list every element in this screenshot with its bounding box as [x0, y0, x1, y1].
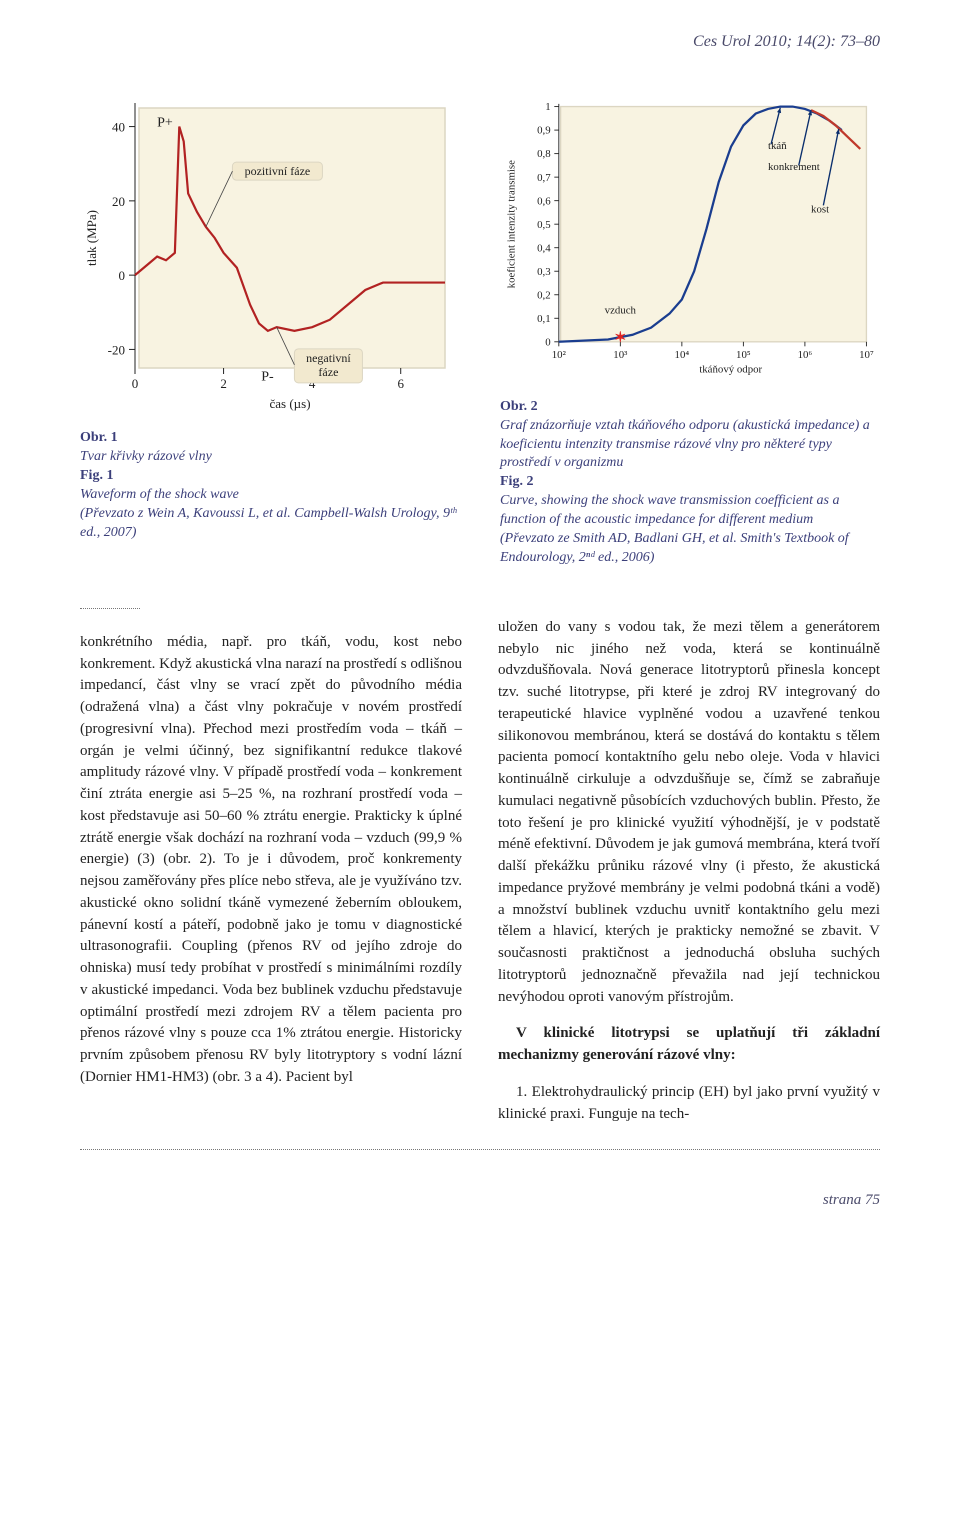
svg-text:0: 0 [119, 268, 126, 283]
svg-text:čas (µs): čas (µs) [269, 396, 310, 411]
figure-2-chart: 0 0,1 0,2 0,3 0,4 0,5 0,6 0,7 0,8 0,9 1 10² 10³ 10⁴ 10… [500, 93, 880, 392]
svg-text:0,2: 0,2 [537, 290, 551, 302]
svg-text:0,6: 0,6 [537, 195, 551, 207]
svg-text:✶: ✶ [614, 330, 626, 346]
fig1-title-en: Waveform of the shock wave [80, 486, 460, 505]
figure-2-caption: Obr. 2 Graf znázorňuje vztah tkáňového o… [500, 398, 880, 568]
body-columns: konkrétního média, např. pro tkáň, vodu,… [80, 617, 880, 1126]
fig1-credit: (Převzato z Wein A, Kavoussi L, et al. C… [80, 505, 460, 543]
svg-text:tkáň: tkáň [768, 140, 787, 152]
svg-text:0,4: 0,4 [537, 243, 551, 255]
body-lead-bold: V klinické litotrypsi se uplatňují tři z… [498, 1025, 880, 1063]
page-number: strana 75 [80, 1190, 880, 1212]
fig1-title-cz: Tvar křivky rázové vlny [80, 448, 460, 467]
figure-1: -20020400246tlak (MPa)čas (µs)P+P-poziti… [80, 93, 460, 542]
svg-text:0,7: 0,7 [537, 172, 551, 184]
svg-text:0,8: 0,8 [537, 148, 551, 160]
footer-separator [80, 1149, 880, 1150]
svg-text:P+: P+ [157, 116, 173, 131]
running-head: Ces Urol 2010; 14(2): 73–80 [80, 30, 880, 53]
body-paragraph-2: uložen do vany s vodou tak, že mezi těle… [498, 617, 880, 1009]
figure-1-chart: -20020400246tlak (MPa)čas (µs)P+P-poziti… [80, 93, 460, 423]
figure-1-caption: Obr. 1 Tvar křivky rázové vlny Fig. 1 Wa… [80, 429, 460, 542]
svg-text:0: 0 [132, 376, 139, 391]
svg-text:tkáňový odpor: tkáňový odpor [699, 364, 762, 376]
svg-text:fáze: fáze [318, 365, 338, 379]
svg-text:vzduch: vzduch [605, 305, 637, 317]
fig1-label-cz: Obr. 1 [80, 430, 118, 445]
svg-text:10⁴: 10⁴ [675, 349, 690, 361]
svg-text:0,5: 0,5 [537, 219, 551, 231]
fig2-title-en: Curve, showing the shock wave transmissi… [500, 492, 880, 530]
svg-text:10⁷: 10⁷ [859, 349, 874, 361]
fig1-label-en: Fig. 1 [80, 468, 113, 483]
separator-dots [80, 608, 140, 609]
svg-text:10⁶: 10⁶ [798, 349, 813, 361]
svg-text:40: 40 [112, 120, 125, 135]
fig2-title-cz: Graf znázorňuje vztah tkáňového odporu (… [500, 417, 880, 474]
svg-text:pozitivní fáze: pozitivní fáze [245, 164, 311, 178]
svg-text:10³: 10³ [613, 349, 628, 361]
svg-text:20: 20 [112, 194, 125, 209]
body-paragraph-1: konkrétního média, např. pro tkáň, vodu,… [80, 632, 462, 1089]
svg-text:negativní: negativní [306, 351, 351, 365]
svg-text:-20: -20 [108, 343, 125, 358]
body-paragraph-3: V klinické litotrypsi se uplatňují tři z… [498, 1023, 880, 1067]
svg-text:0: 0 [545, 337, 551, 349]
svg-text:0,9: 0,9 [537, 125, 551, 137]
svg-text:0,3: 0,3 [537, 266, 551, 278]
figure-2: 0 0,1 0,2 0,3 0,4 0,5 0,6 0,7 0,8 0,9 1 10² 10³ 10⁴ 10… [500, 93, 880, 568]
svg-text:1: 1 [545, 101, 550, 113]
fig2-credit: (Převzato ze Smith AD, Badlani GH, et al… [500, 530, 880, 568]
svg-text:10²: 10² [552, 349, 566, 361]
fig2-label-en: Fig. 2 [500, 474, 533, 489]
svg-text:2: 2 [220, 376, 227, 391]
fig2-label-cz: Obr. 2 [500, 399, 538, 414]
body-paragraph-4: 1. Elektrohydraulický princip (EH) byl j… [498, 1082, 880, 1126]
svg-text:koeficient intenzity transmise: koeficient intenzity transmise [505, 160, 517, 288]
svg-text:konkrement: konkrement [768, 161, 820, 173]
svg-text:6: 6 [397, 376, 404, 391]
svg-text:0,1: 0,1 [537, 313, 551, 325]
svg-text:tlak (MPa): tlak (MPa) [84, 210, 99, 266]
svg-text:P-: P- [261, 370, 274, 385]
svg-text:kost: kost [811, 204, 829, 216]
svg-text:10⁵: 10⁵ [736, 349, 751, 361]
